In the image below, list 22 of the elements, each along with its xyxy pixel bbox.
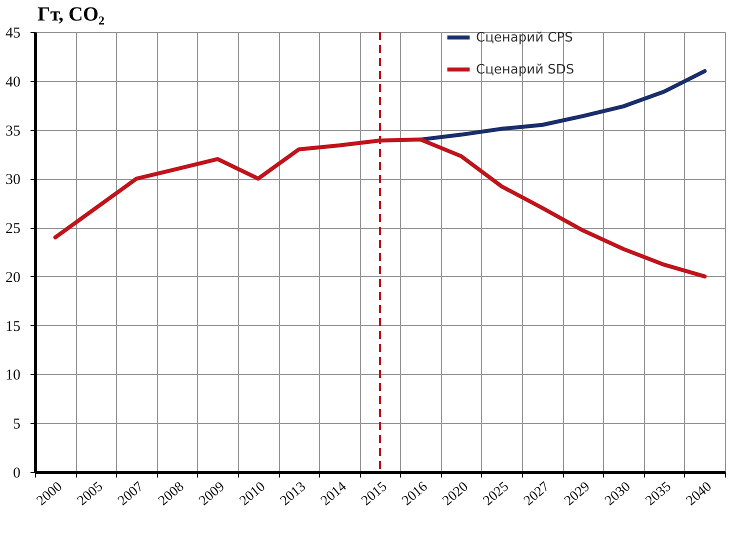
x-tick-label: 2020 (440, 480, 472, 509)
x-tick-label: 2040 (684, 480, 715, 509)
legend-label: Сценарий SDS (476, 62, 574, 78)
y-tick-label: 40 (6, 74, 20, 90)
y-tick-label: 15 (6, 318, 20, 335)
x-tick-label: 2009 (196, 480, 228, 509)
y-tick-label: 25 (6, 221, 20, 238)
x-tick-label: 2008 (156, 480, 188, 509)
y-axis-title: Гт, CO₂ (38, 4, 105, 26)
y-tick-label: 20 (6, 270, 20, 286)
y-tick-label: 10 (6, 368, 20, 384)
y-tick-label: 0 (13, 466, 20, 482)
x-tick-label: 2010 (237, 480, 268, 509)
legend-label: Сценарий CPS (476, 30, 573, 46)
x-tick-label: 2000 (34, 480, 66, 509)
x-tick-label: 2013 (278, 480, 309, 509)
y-tick-label: 45 (6, 26, 20, 42)
y-tick-label: 35 (6, 123, 20, 140)
x-tick-label: 2029 (562, 480, 594, 509)
y-tick-label: 5 (13, 416, 20, 433)
y-tick-label: 30 (6, 172, 20, 188)
x-tick-label: 2030 (602, 480, 634, 509)
